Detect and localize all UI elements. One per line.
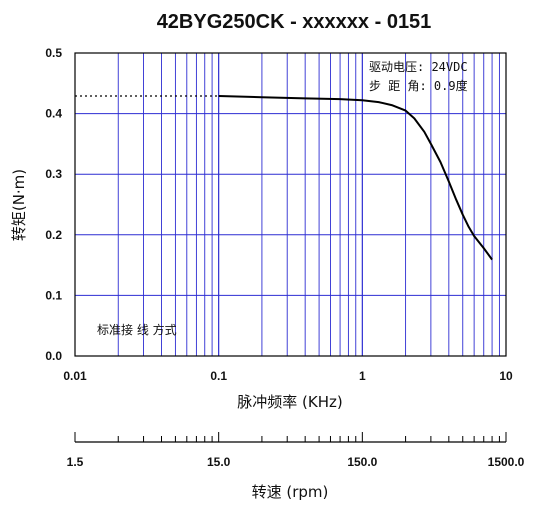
rpm-tick-label: 15.0 xyxy=(207,455,231,469)
step-angle-note: 步 距 角: 0.9度 xyxy=(369,78,468,93)
x-axis-label: 脉冲频率 (KHz) xyxy=(237,393,342,411)
rpm-axis-label: 转速 (rpm) xyxy=(252,483,329,501)
y-tick-label: 0.2 xyxy=(45,228,62,242)
grid xyxy=(75,53,506,356)
x-tick-label: 0.01 xyxy=(63,369,87,383)
chart-title: 42BYG250CK - xxxxxx - 0151 xyxy=(157,11,432,33)
x-tick-label: 10 xyxy=(499,369,513,383)
tick-labels: 0.0 0.1 0.2 0.3 0.4 0.5 0.01 0.1 1 10 xyxy=(45,46,513,383)
plot-frame xyxy=(74,52,507,357)
x-tick-label: 1 xyxy=(359,369,366,383)
rpm-tick-label: 150.0 xyxy=(347,455,377,469)
y-axis-label: 转矩(N·m) xyxy=(10,169,28,241)
y-tick-label: 0.4 xyxy=(45,107,62,121)
wiring-note: 标准接 线 方式 xyxy=(97,322,177,337)
x-tick-label: 0.1 xyxy=(210,369,227,383)
rpm-tick-label: 1.5 xyxy=(67,455,84,469)
drive-voltage-note: 驱动电压: 24VDC xyxy=(369,60,468,74)
rpm-axis: 1.5 15.0 150.0 1500.0 xyxy=(67,432,525,469)
y-tick-label: 0.5 xyxy=(45,46,62,60)
y-tick-label: 0.1 xyxy=(45,288,62,302)
y-tick-label: 0.3 xyxy=(45,167,62,181)
series xyxy=(75,95,493,261)
y-tick-label: 0.0 xyxy=(45,349,62,363)
torque-curve xyxy=(218,95,493,261)
rpm-tick-label: 1500.0 xyxy=(488,455,525,469)
